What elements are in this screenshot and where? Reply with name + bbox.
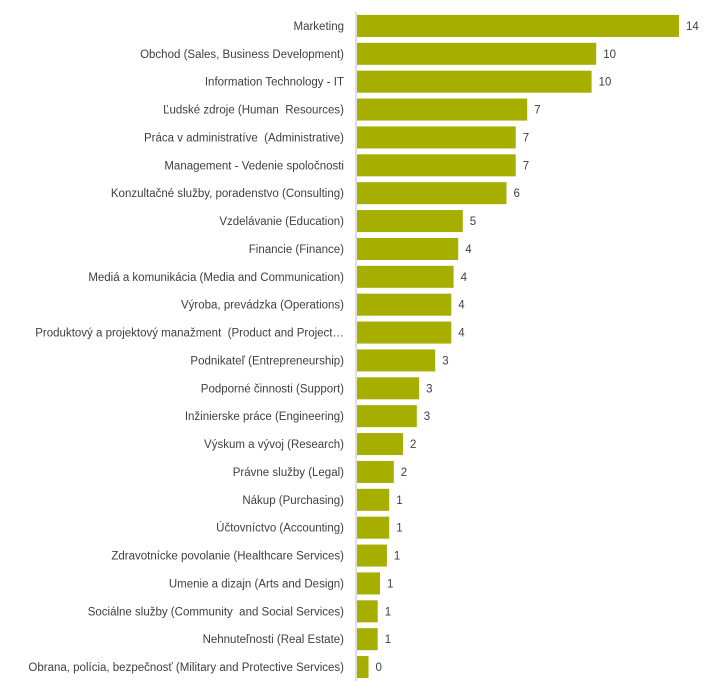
category-labels-group: Marketing Obchod (Sales, Business Develop… xyxy=(28,21,344,674)
value-label: 1 xyxy=(387,578,393,590)
category-label: Ľudské zdroje (Human Resources) xyxy=(163,105,344,117)
value-label: 2 xyxy=(410,439,416,451)
value-label: 10 xyxy=(599,77,612,89)
value-label: 1 xyxy=(394,551,400,563)
category-label: Obchod (Sales, Business Development) xyxy=(140,49,344,61)
bar xyxy=(357,656,369,679)
value-label: 3 xyxy=(442,355,448,367)
category-label: Management - Vedenie spoločnosti xyxy=(164,160,344,172)
value-label: 7 xyxy=(523,160,529,172)
category-label: Konzultačné služby, poradenstvo (Consult… xyxy=(111,188,344,200)
value-label: 1 xyxy=(385,634,391,646)
category-label: Financie (Finance) xyxy=(249,244,344,256)
bar xyxy=(357,98,528,121)
value-label: 5 xyxy=(470,216,476,228)
bar xyxy=(357,377,420,400)
category-label: Nákup (Purchasing) xyxy=(242,495,344,507)
value-label: 4 xyxy=(461,272,468,284)
bar xyxy=(357,460,394,483)
value-label: 6 xyxy=(514,188,520,200)
bar xyxy=(357,321,452,344)
bar xyxy=(357,488,390,511)
category-label: Podnikateľ (Entrepreneurship) xyxy=(190,355,344,367)
value-label: 14 xyxy=(686,21,699,33)
value-label: 7 xyxy=(523,132,529,144)
category-label: Účtovníctvo (Accounting) xyxy=(216,522,344,535)
bars-group xyxy=(357,14,679,679)
bar xyxy=(357,210,463,233)
value-label: 4 xyxy=(465,244,472,256)
bar xyxy=(357,433,403,456)
category-label: Sociálne služby (Community and Social Se… xyxy=(88,606,344,618)
bar xyxy=(357,572,380,595)
category-label: Produktový a projektový manažment (Produ… xyxy=(35,328,344,340)
value-label: 1 xyxy=(396,495,402,507)
bar xyxy=(357,544,387,567)
bar xyxy=(357,628,378,651)
bar xyxy=(357,293,452,316)
value-label: 3 xyxy=(426,383,432,395)
value-label: 4 xyxy=(458,328,465,340)
value-label: 10 xyxy=(603,49,616,61)
category-label: Výskum a vývoj (Research) xyxy=(204,439,344,451)
category-label: Mediá a komunikácia (Media and Communica… xyxy=(88,272,344,284)
value-label: 1 xyxy=(396,523,402,535)
category-label: Umenie a dizajn (Arts and Design) xyxy=(169,578,344,590)
bar xyxy=(357,70,592,93)
category-label: Podporné činnosti (Support) xyxy=(201,383,344,395)
value-label: 2 xyxy=(401,467,407,479)
value-label: 0 xyxy=(376,662,382,674)
bar xyxy=(357,516,390,539)
bar xyxy=(357,265,454,288)
category-label: Nehnuteľnosti (Real Estate) xyxy=(203,634,345,646)
category-label: Information Technology - IT xyxy=(205,77,344,89)
bar xyxy=(357,600,378,623)
bar xyxy=(357,182,507,205)
category-label: Právne služby (Legal) xyxy=(233,467,344,479)
category-label: Výroba, prevádzka (Operations) xyxy=(181,300,344,312)
value-label: 3 xyxy=(424,411,430,423)
bar xyxy=(357,14,679,37)
category-label: Zdravotnícke povolanie (Healthcare Servi… xyxy=(111,551,344,563)
bar xyxy=(357,237,459,260)
bar xyxy=(357,154,516,177)
category-label: Inžinierske práce (Engineering) xyxy=(185,411,344,423)
category-label: Vzdelávanie (Education) xyxy=(219,216,344,228)
bar xyxy=(357,126,516,149)
value-label: 1 xyxy=(385,606,391,618)
value-label: 7 xyxy=(534,105,540,117)
value-label: 4 xyxy=(458,300,465,312)
category-label: Obrana, polícia, bezpečnosť (Military an… xyxy=(28,662,344,674)
bar xyxy=(357,405,417,428)
category-label: Marketing xyxy=(294,21,345,33)
category-label: Práca v administratíve (Administrative) xyxy=(144,132,344,144)
bar xyxy=(357,349,436,372)
bar xyxy=(357,42,597,65)
